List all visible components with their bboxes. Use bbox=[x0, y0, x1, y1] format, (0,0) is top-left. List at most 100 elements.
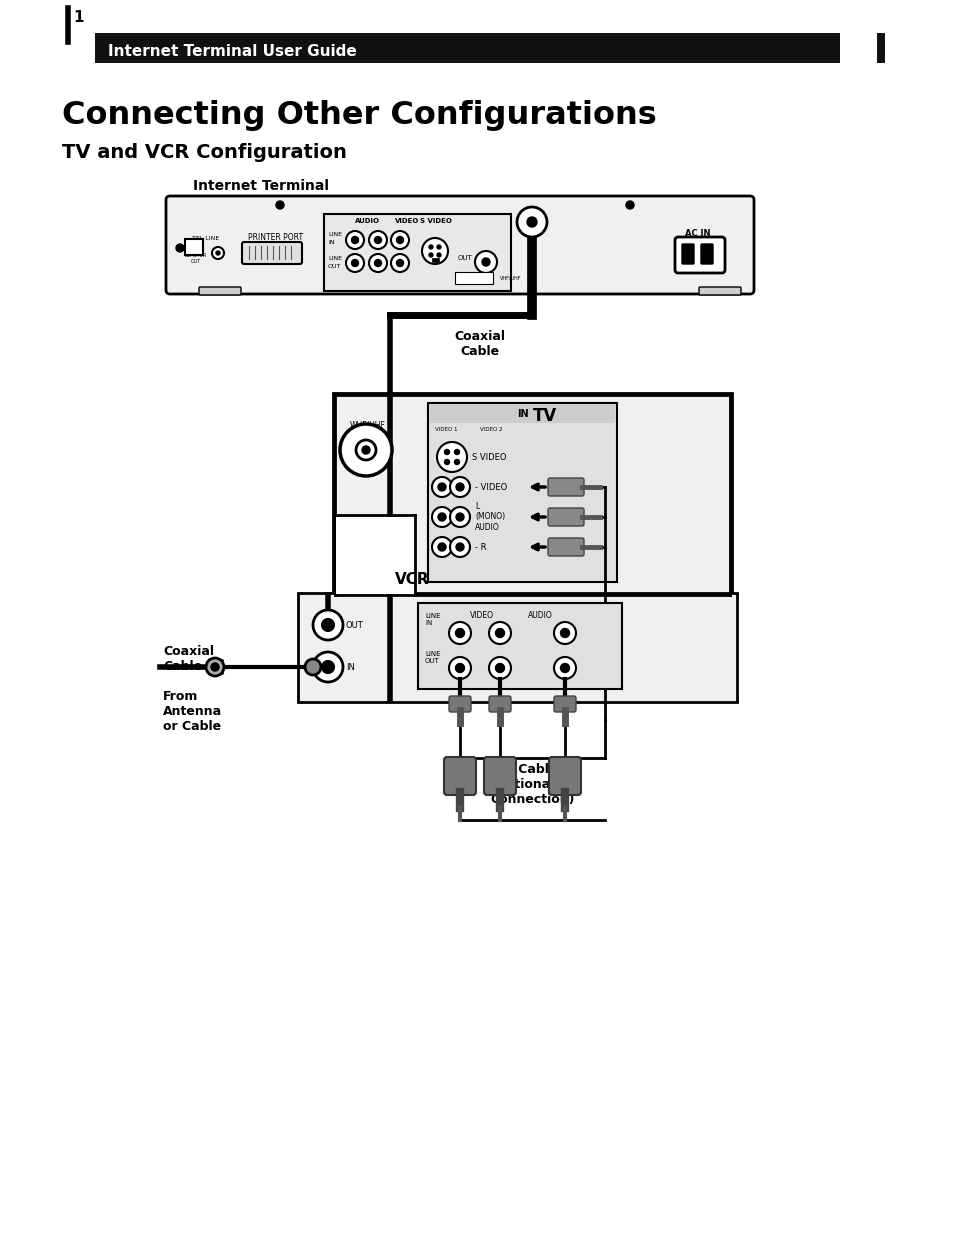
FancyBboxPatch shape bbox=[449, 695, 471, 711]
Text: VIDEO: VIDEO bbox=[470, 612, 494, 620]
FancyBboxPatch shape bbox=[681, 244, 693, 264]
Text: AC IN: AC IN bbox=[684, 229, 710, 238]
Bar bbox=[876, 33, 884, 63]
Circle shape bbox=[339, 424, 392, 476]
Circle shape bbox=[444, 460, 449, 465]
Circle shape bbox=[211, 663, 219, 671]
Text: 1: 1 bbox=[73, 10, 84, 25]
Circle shape bbox=[560, 663, 569, 672]
FancyBboxPatch shape bbox=[443, 757, 476, 795]
Text: L
(MONO)
AUDIO: L (MONO) AUDIO bbox=[475, 502, 504, 531]
Circle shape bbox=[450, 477, 470, 497]
FancyBboxPatch shape bbox=[333, 393, 731, 597]
Text: LINE: LINE bbox=[328, 256, 341, 261]
Circle shape bbox=[475, 252, 497, 272]
Circle shape bbox=[313, 652, 343, 682]
FancyBboxPatch shape bbox=[297, 593, 737, 702]
Bar bbox=[430, 404, 615, 423]
Circle shape bbox=[554, 621, 576, 644]
Text: Connecting Other Configurations: Connecting Other Configurations bbox=[62, 100, 656, 131]
Text: Internet Terminal: Internet Terminal bbox=[193, 179, 329, 194]
Circle shape bbox=[346, 254, 364, 272]
Circle shape bbox=[275, 201, 284, 210]
FancyBboxPatch shape bbox=[547, 508, 583, 526]
FancyBboxPatch shape bbox=[455, 272, 493, 284]
Text: IN: IN bbox=[346, 662, 355, 672]
Circle shape bbox=[391, 231, 409, 249]
Circle shape bbox=[495, 663, 504, 672]
Circle shape bbox=[455, 663, 464, 672]
FancyBboxPatch shape bbox=[417, 603, 621, 689]
Circle shape bbox=[517, 207, 546, 237]
Circle shape bbox=[313, 610, 343, 640]
Circle shape bbox=[396, 259, 403, 266]
Text: S VIDEO: S VIDEO bbox=[472, 453, 506, 461]
Circle shape bbox=[429, 245, 433, 249]
Text: OUT: OUT bbox=[457, 255, 473, 261]
Circle shape bbox=[206, 658, 224, 676]
Circle shape bbox=[444, 450, 449, 455]
Circle shape bbox=[450, 507, 470, 526]
Circle shape bbox=[175, 244, 184, 252]
FancyBboxPatch shape bbox=[199, 287, 241, 295]
Text: OUT: OUT bbox=[328, 264, 341, 269]
Circle shape bbox=[489, 657, 511, 679]
Text: TEL LINE: TEL LINE bbox=[192, 236, 219, 240]
FancyBboxPatch shape bbox=[185, 239, 203, 255]
Circle shape bbox=[361, 446, 370, 454]
Text: BLASTER
OUT: BLASTER OUT bbox=[185, 253, 207, 264]
Circle shape bbox=[489, 621, 511, 644]
Circle shape bbox=[351, 237, 358, 243]
FancyBboxPatch shape bbox=[166, 196, 753, 293]
Text: CH 3•CH 4: CH 3•CH 4 bbox=[458, 275, 488, 280]
Circle shape bbox=[436, 253, 440, 256]
Text: VIDEO 2: VIDEO 2 bbox=[479, 427, 502, 432]
Circle shape bbox=[322, 619, 334, 631]
Text: VIDEO 1: VIDEO 1 bbox=[435, 427, 457, 432]
Text: IN: IN bbox=[328, 240, 335, 245]
Circle shape bbox=[375, 237, 381, 243]
Bar bbox=[335, 517, 414, 594]
Text: From
Antenna
or Cable: From Antenna or Cable bbox=[163, 690, 222, 732]
Text: IN: IN bbox=[517, 409, 528, 419]
FancyBboxPatch shape bbox=[483, 757, 516, 795]
FancyBboxPatch shape bbox=[432, 258, 438, 261]
Text: OUT: OUT bbox=[346, 620, 363, 630]
FancyBboxPatch shape bbox=[699, 287, 740, 295]
Text: - R: - R bbox=[475, 543, 486, 551]
Circle shape bbox=[454, 450, 459, 455]
FancyBboxPatch shape bbox=[700, 244, 712, 264]
Circle shape bbox=[449, 657, 471, 679]
FancyBboxPatch shape bbox=[547, 478, 583, 496]
FancyBboxPatch shape bbox=[675, 237, 724, 272]
Circle shape bbox=[432, 477, 452, 497]
FancyBboxPatch shape bbox=[242, 242, 302, 264]
Circle shape bbox=[351, 259, 358, 266]
Circle shape bbox=[625, 201, 634, 210]
FancyBboxPatch shape bbox=[547, 538, 583, 556]
Circle shape bbox=[391, 254, 409, 272]
Text: A/V Cable
(Optional
Connection): A/V Cable (Optional Connection) bbox=[490, 763, 574, 806]
Text: LINE: LINE bbox=[328, 232, 341, 237]
Circle shape bbox=[455, 629, 464, 637]
Text: LINE
IN: LINE IN bbox=[424, 613, 440, 626]
Text: Internet Terminal User Guide: Internet Terminal User Guide bbox=[108, 44, 356, 59]
Text: AUDIO: AUDIO bbox=[527, 612, 552, 620]
Text: Coaxial
Cable: Coaxial Cable bbox=[163, 645, 213, 673]
Circle shape bbox=[436, 245, 440, 249]
Text: PRINTER PORT: PRINTER PORT bbox=[248, 233, 303, 242]
Circle shape bbox=[449, 621, 471, 644]
FancyBboxPatch shape bbox=[554, 695, 576, 711]
Text: AUDIO: AUDIO bbox=[355, 218, 379, 224]
Circle shape bbox=[396, 237, 403, 243]
Circle shape bbox=[450, 538, 470, 557]
FancyBboxPatch shape bbox=[489, 695, 511, 711]
Circle shape bbox=[322, 661, 334, 673]
Circle shape bbox=[456, 513, 463, 522]
Circle shape bbox=[355, 440, 375, 460]
Text: - VIDEO: - VIDEO bbox=[475, 482, 507, 492]
Text: Coaxial
Cable: Coaxial Cable bbox=[454, 330, 505, 358]
Text: TV: TV bbox=[533, 407, 557, 425]
Circle shape bbox=[346, 231, 364, 249]
Circle shape bbox=[495, 629, 504, 637]
